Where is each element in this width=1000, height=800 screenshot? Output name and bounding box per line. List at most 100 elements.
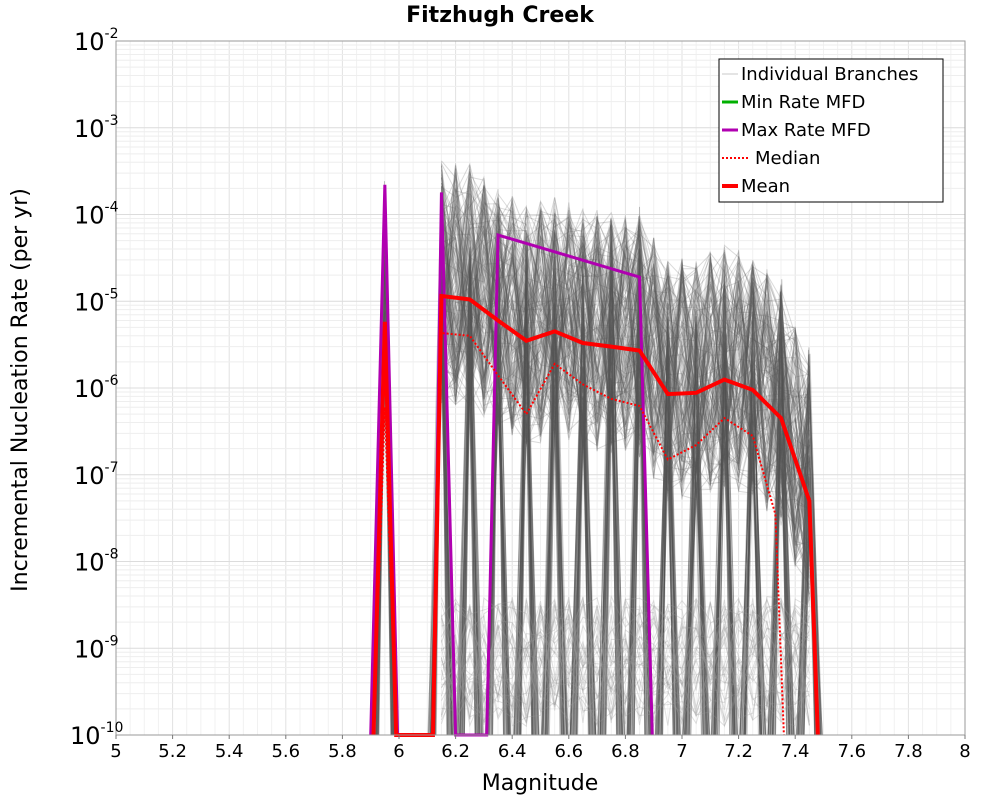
- branch-line: [771, 310, 791, 736]
- branch-line: [440, 229, 810, 579]
- branch-line: [547, 323, 562, 736]
- branch-line: [440, 185, 810, 493]
- branch-line: [576, 306, 590, 736]
- branch-line: [573, 366, 593, 736]
- branch-line: [547, 407, 563, 736]
- branch-line: [441, 212, 810, 464]
- branch-line: [575, 409, 591, 736]
- branch-line: [711, 436, 738, 736]
- branch-line: [604, 305, 619, 736]
- branch-line: [514, 423, 539, 736]
- branch-line-low: [440, 602, 810, 725]
- branch-line: [662, 318, 674, 736]
- branch-line: [459, 341, 480, 736]
- branch-line: [656, 303, 680, 736]
- branch-line: [657, 344, 679, 736]
- branch-line: [718, 374, 731, 736]
- branch-line: [569, 291, 597, 736]
- branch-line: [797, 353, 822, 736]
- x-axis-label: Magnitude: [482, 771, 599, 796]
- legend-box: [718, 58, 944, 203]
- branch-line: [441, 206, 810, 499]
- branch-line: [440, 215, 810, 493]
- branch-line: [463, 237, 477, 736]
- branch-line: [488, 362, 508, 736]
- branch-line: [513, 367, 539, 736]
- branch-line: [440, 205, 810, 589]
- branch-line: [718, 276, 731, 736]
- branch-line: [576, 254, 590, 736]
- branch-line: [598, 380, 625, 736]
- branch-line: [441, 193, 810, 567]
- branch-line: [519, 251, 534, 736]
- branch-line: [541, 367, 569, 736]
- branch-line: [710, 415, 739, 736]
- branch-line: [713, 358, 736, 736]
- branch-line: [489, 392, 508, 736]
- branch-line: [743, 448, 763, 736]
- branch-line-low: [440, 595, 810, 728]
- branch-line: [440, 178, 810, 526]
- y-tick-label: 10-5: [74, 286, 119, 316]
- branch-line-low: [440, 598, 810, 720]
- branch-line: [772, 409, 790, 736]
- branch-line: [714, 328, 734, 736]
- branch-line: [633, 387, 646, 736]
- branch-line: [462, 272, 477, 736]
- branch-line: [631, 259, 648, 736]
- branch-line: [657, 311, 679, 736]
- branch-line: [743, 404, 762, 736]
- branch-line: [441, 200, 810, 483]
- branch-line: [690, 471, 702, 736]
- branch-line: [573, 396, 593, 736]
- branch-line: [547, 303, 563, 736]
- branch-line: [744, 451, 761, 736]
- branch-line: [440, 194, 810, 530]
- branch-line: [770, 435, 792, 736]
- branch-line-low: [440, 600, 810, 724]
- branch-line: [685, 433, 707, 736]
- branch-line: [688, 358, 705, 736]
- branch-line: [546, 233, 564, 736]
- branch-line-low: [440, 596, 810, 728]
- branch-line-low: [441, 596, 810, 728]
- branch-line: [440, 203, 810, 540]
- branch-line: [461, 333, 478, 736]
- branch-line: [440, 206, 810, 501]
- branch-line-low: [440, 597, 810, 724]
- branch-line: [460, 295, 480, 736]
- branch-line: [440, 203, 810, 577]
- branch-line: [440, 197, 810, 562]
- branch-line: [440, 186, 810, 504]
- branch-line: [601, 219, 622, 736]
- x-tick-label: 5.8: [328, 741, 357, 762]
- branch-line: [710, 295, 739, 736]
- branch-line: [714, 387, 735, 736]
- branch-line: [772, 438, 790, 736]
- branch-line: [712, 349, 737, 736]
- branch-line: [440, 162, 810, 473]
- branch-line: [570, 439, 596, 736]
- branch-line: [688, 429, 704, 736]
- branch-line: [456, 255, 484, 736]
- branch-line: [688, 366, 704, 736]
- branch-line: [458, 336, 481, 736]
- branch-line: [746, 337, 759, 736]
- branch-line: [655, 362, 681, 736]
- branch-line: [658, 323, 678, 736]
- branch-line: [660, 430, 676, 736]
- branch-line: [660, 465, 676, 736]
- branch-line: [740, 321, 765, 736]
- branch-line: [744, 418, 761, 736]
- branch-line: [440, 229, 810, 546]
- branch-line: [743, 434, 763, 736]
- branch-line: [440, 186, 810, 559]
- branch-line: [772, 390, 790, 736]
- branch-line: [633, 206, 646, 736]
- branch-line: [440, 190, 810, 570]
- branch-line: [491, 208, 505, 736]
- branch-line: [571, 420, 595, 736]
- branch-line-low: [440, 599, 810, 726]
- branch-line: [660, 424, 676, 736]
